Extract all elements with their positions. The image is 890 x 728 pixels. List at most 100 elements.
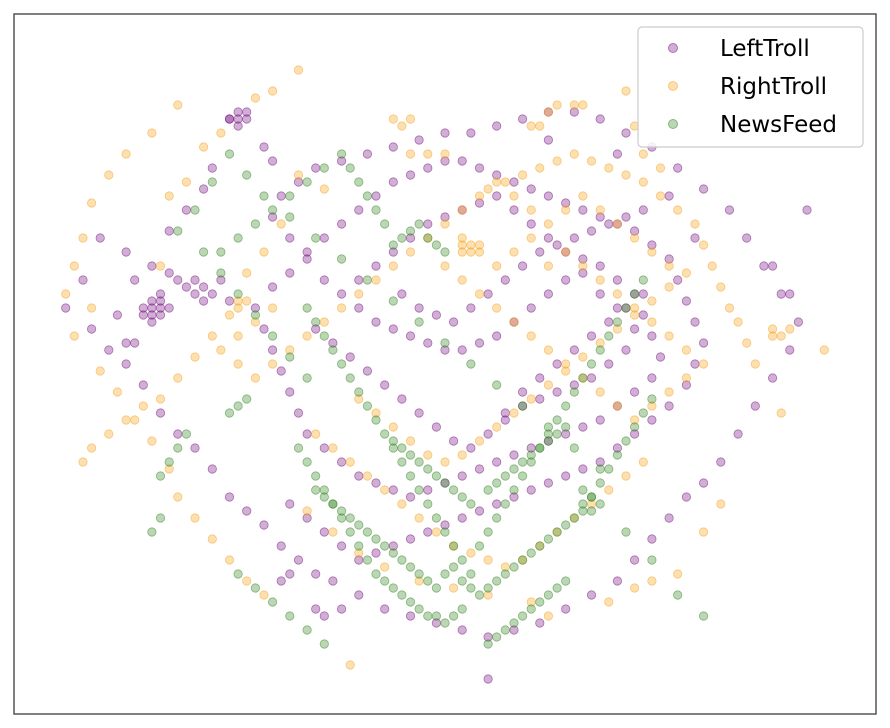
point-newsfeed-9 <box>380 576 390 586</box>
point-lefttroll-114 <box>405 492 416 502</box>
point-righttroll-82 <box>233 331 243 341</box>
point-lefttroll-144 <box>561 198 571 208</box>
point-righttroll-11 <box>87 303 97 313</box>
point-lefttroll-121 <box>293 408 304 418</box>
point-newsfeed-143 <box>509 618 519 628</box>
point-newsfeed-8 <box>388 583 398 593</box>
point-righttroll-94 <box>595 387 605 397</box>
point-newsfeed-141 <box>492 632 502 642</box>
point-newsfeed-93 <box>362 527 372 537</box>
point-righttroll-201 <box>207 331 217 341</box>
point-lefttroll-205 <box>121 338 131 348</box>
point-newsfeed-38 <box>638 408 648 418</box>
point-righttroll-180 <box>526 394 536 404</box>
point-newsfeed-86 <box>423 576 433 586</box>
point-lefttroll-249 <box>595 289 605 299</box>
point-righttroll-88 <box>492 303 502 313</box>
point-newsfeed-123 <box>578 485 588 495</box>
point-newsfeed-133 <box>147 527 157 537</box>
point-righttroll-63 <box>664 261 674 271</box>
point-righttroll-122 <box>535 121 545 131</box>
point-righttroll-5 <box>121 149 131 159</box>
point-newsfeed-185 <box>423 464 433 474</box>
legend-box <box>637 26 864 148</box>
point-newsfeed-71 <box>569 387 579 397</box>
point-righttroll-97 <box>647 401 657 411</box>
point-newsfeed-112 <box>336 149 347 159</box>
point-lefttroll-71 <box>336 156 347 166</box>
point-lefttroll-56 <box>724 205 735 215</box>
point-righttroll-87 <box>474 289 485 299</box>
point-righttroll-30 <box>776 331 786 341</box>
point-newsfeed-7 <box>397 590 407 600</box>
point-lefttroll-167 <box>492 499 502 509</box>
point-lefttroll-131 <box>336 219 347 229</box>
point-lefttroll-126 <box>250 303 260 313</box>
point-lefttroll-48 <box>733 429 743 439</box>
point-righttroll-61 <box>629 233 640 243</box>
point-righttroll-185 <box>612 324 623 334</box>
point-righttroll-29 <box>767 324 778 334</box>
point-lefttroll-255 <box>569 380 579 390</box>
legend: LeftTroll RightTroll NewsFeed <box>637 26 864 148</box>
point-righttroll-106 <box>595 275 605 285</box>
point-lefttroll-94 <box>595 261 605 271</box>
point-lefttroll-272 <box>517 387 528 397</box>
point-righttroll-176 <box>457 450 467 460</box>
point-righttroll-86 <box>457 275 467 285</box>
point-lefttroll-155 <box>690 359 700 369</box>
point-lefttroll-242 <box>474 198 485 208</box>
point-lefttroll-262 <box>345 352 355 362</box>
point-lefttroll-207 <box>285 569 295 579</box>
point-lefttroll-8 <box>147 261 157 271</box>
point-lefttroll-226 <box>500 275 510 285</box>
point-lefttroll-92 <box>561 275 571 285</box>
point-lefttroll-30 <box>328 576 338 586</box>
point-righttroll-198 <box>259 247 269 257</box>
point-lefttroll-250 <box>612 303 623 313</box>
point-lefttroll-123 <box>276 366 286 376</box>
point-newsfeed-34 <box>604 464 614 474</box>
point-righttroll-51 <box>457 233 467 243</box>
point-newsfeed-168 <box>242 170 252 180</box>
point-righttroll-204 <box>155 394 166 404</box>
point-lefttroll-7 <box>164 226 174 236</box>
point-lefttroll-192 <box>207 289 217 299</box>
point-righttroll-57 <box>561 205 571 215</box>
point-newsfeed-33 <box>595 478 605 488</box>
point-righttroll-120 <box>552 100 562 110</box>
point-righttroll-103 <box>647 317 657 327</box>
point-lefttroll-235 <box>354 275 364 285</box>
point-newsfeed-65 <box>517 471 528 481</box>
point-newsfeed-22 <box>500 569 510 579</box>
point-lefttroll-201 <box>224 114 235 124</box>
point-lefttroll-171 <box>423 527 433 537</box>
point-righttroll-33 <box>819 345 829 355</box>
point-righttroll-84 <box>267 303 278 313</box>
point-righttroll-187 <box>647 296 657 306</box>
point-newsfeed-12 <box>354 541 364 551</box>
point-newsfeed-10 <box>371 569 381 579</box>
point-righttroll-19 <box>190 513 200 523</box>
point-righttroll-15 <box>130 415 140 425</box>
point-righttroll-184 <box>595 338 605 348</box>
point-righttroll-140 <box>655 191 666 201</box>
point-righttroll-195 <box>293 170 304 180</box>
point-lefttroll-172 <box>405 534 416 544</box>
point-newsfeed-97 <box>328 499 338 509</box>
point-lefttroll-198 <box>173 275 183 285</box>
point-newsfeed-70 <box>561 401 571 411</box>
point-lefttroll-40 <box>586 590 597 600</box>
point-newsfeed-132 <box>155 513 166 523</box>
point-newsfeed-48 <box>397 457 407 467</box>
point-lefttroll-98 <box>647 331 657 341</box>
point-newsfeed-134 <box>319 639 329 649</box>
point-newsfeed-40 <box>466 569 476 579</box>
point-lefttroll-61 <box>595 114 605 124</box>
point-lefttroll-158 <box>647 415 657 425</box>
point-lefttroll-22 <box>190 443 200 453</box>
point-righttroll-146 <box>724 303 735 313</box>
point-righttroll-32 <box>767 331 778 341</box>
point-lefttroll-140 <box>492 170 502 180</box>
point-righttroll-116 <box>242 296 252 306</box>
